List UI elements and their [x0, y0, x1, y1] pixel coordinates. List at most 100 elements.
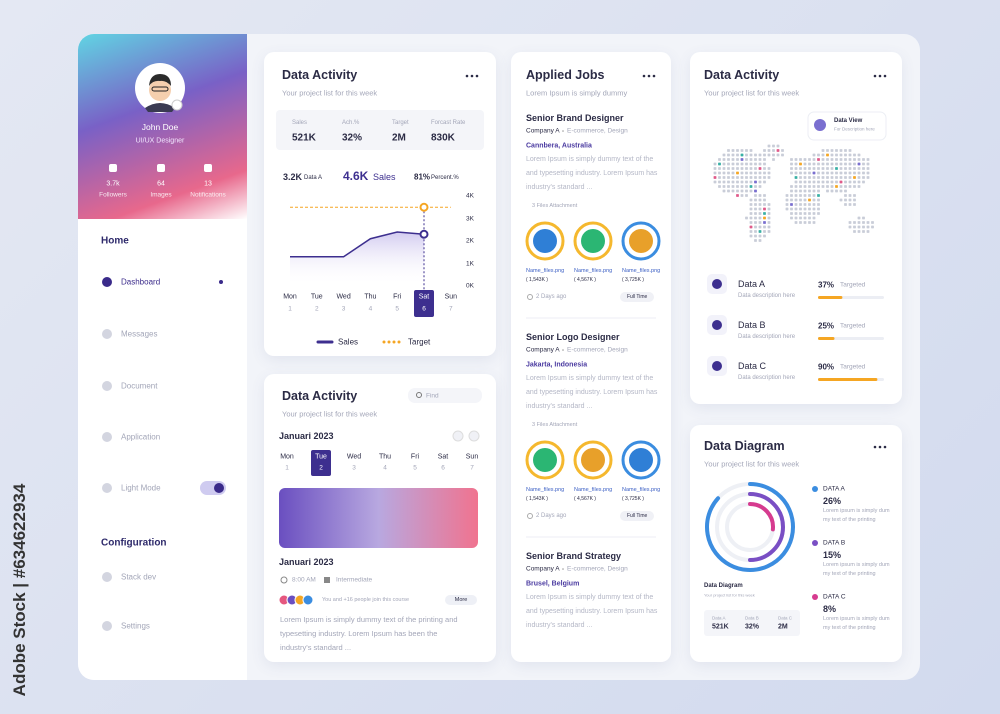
map-dot — [722, 176, 726, 179]
card-subtitle: Lorem Ipsum is simply dummy — [526, 88, 628, 98]
file-thumb-inner — [629, 229, 653, 253]
map-dot — [767, 149, 771, 152]
map-dot — [749, 176, 753, 179]
x-tick-label: Fri — [393, 293, 402, 301]
target-description: Data description here — [738, 375, 796, 381]
map-dot — [749, 216, 753, 220]
nav-arrow[interactable] — [468, 430, 480, 442]
x-tick-label: Thu — [364, 293, 377, 301]
nav-item[interactable]: Document — [121, 381, 158, 391]
map-dot — [749, 153, 753, 157]
map-dot — [844, 153, 847, 157]
map-dot — [749, 167, 753, 170]
map-dot — [713, 167, 717, 170]
nav-item[interactable]: Settings — [121, 621, 150, 631]
nav-item[interactable]: Light Mode — [121, 483, 161, 493]
map-dot — [799, 221, 802, 224]
map-dot — [790, 216, 793, 220]
day-number: 5 — [413, 464, 417, 472]
job-button[interactable] — [620, 511, 654, 521]
map-dot — [799, 167, 802, 170]
map-dot — [866, 221, 870, 224]
highlight-label: Percent.% — [431, 175, 459, 181]
map-dot — [763, 203, 766, 206]
map-dot — [808, 167, 811, 170]
map-dot — [713, 180, 717, 184]
map-dot — [866, 158, 870, 161]
map-dot — [817, 189, 820, 193]
nav-arrow[interactable] — [452, 430, 464, 442]
map-dot — [727, 153, 730, 157]
x-tick-label: Wed — [336, 293, 351, 301]
map-dot — [848, 221, 852, 224]
job-button[interactable] — [620, 292, 654, 302]
map-dot — [803, 167, 807, 170]
map-dot — [799, 162, 802, 166]
map-dot — [862, 158, 865, 161]
map-dot — [857, 221, 861, 224]
nav-item[interactable]: Stack dev — [121, 572, 157, 582]
map-dot — [817, 153, 820, 157]
ring-arc — [748, 492, 785, 562]
map-dot — [749, 230, 753, 233]
map-dot — [794, 198, 798, 202]
search-box[interactable] — [408, 388, 482, 403]
map-dot — [758, 158, 762, 161]
file-thumb-inner — [581, 229, 605, 253]
level-icon — [324, 577, 330, 583]
more-button[interactable] — [445, 595, 477, 605]
job-company: Company A — [526, 565, 560, 573]
x-tick-label: Sat — [418, 293, 430, 301]
map-dot — [812, 194, 816, 197]
map-dot — [794, 216, 798, 220]
target-name: Data C — [738, 361, 767, 371]
stat-label: Notifications — [190, 191, 226, 199]
map-dot — [736, 162, 739, 166]
map-dot — [857, 185, 861, 188]
map-dot — [812, 167, 816, 170]
map-dot — [731, 185, 735, 188]
map-dot — [749, 207, 753, 211]
map-dot — [745, 171, 748, 175]
profile-role: UI/UX Designer — [135, 137, 185, 145]
map-dot — [754, 194, 757, 197]
map-dot — [839, 189, 843, 193]
map-dot — [754, 198, 757, 202]
map-dot — [808, 198, 811, 202]
day-number: 6 — [441, 464, 445, 472]
menu-dot — [647, 74, 651, 78]
map-dot — [803, 185, 807, 188]
clock-icon — [280, 576, 288, 584]
legend-value: 15% — [823, 550, 842, 560]
map-dot — [799, 194, 802, 197]
card-subtitle: Your project list for this week — [282, 88, 378, 98]
map-dot — [722, 189, 726, 193]
map-dot — [736, 176, 739, 179]
stat-icon — [157, 164, 165, 172]
map-dot — [745, 167, 748, 170]
map-dot — [763, 158, 766, 161]
map-dot — [736, 149, 739, 152]
map-dot — [862, 167, 865, 170]
map-dot — [790, 198, 793, 202]
map-dot — [821, 153, 825, 157]
map-dot — [727, 167, 730, 170]
nav-item[interactable]: Dashboard — [121, 277, 161, 287]
legend-description: Lorem ipsum is simply dum my text of the… — [823, 562, 890, 577]
map-dot — [799, 203, 802, 206]
event-level: Intermediate — [336, 576, 373, 584]
map-dot — [763, 216, 766, 220]
summary-box — [704, 610, 800, 636]
map-dot — [799, 189, 802, 193]
legend-label: Sales — [338, 337, 359, 347]
nav-item[interactable]: Application — [121, 432, 161, 442]
separator-dot — [562, 130, 564, 132]
file-thumb-inner — [533, 229, 557, 253]
map-dot — [731, 162, 735, 166]
card-title: Data Activity — [282, 68, 358, 82]
map-dot — [758, 198, 762, 202]
map-dot — [763, 149, 766, 152]
map-dot — [722, 162, 726, 166]
nav-item[interactable]: Messages — [121, 329, 158, 339]
map-dot — [727, 176, 730, 179]
